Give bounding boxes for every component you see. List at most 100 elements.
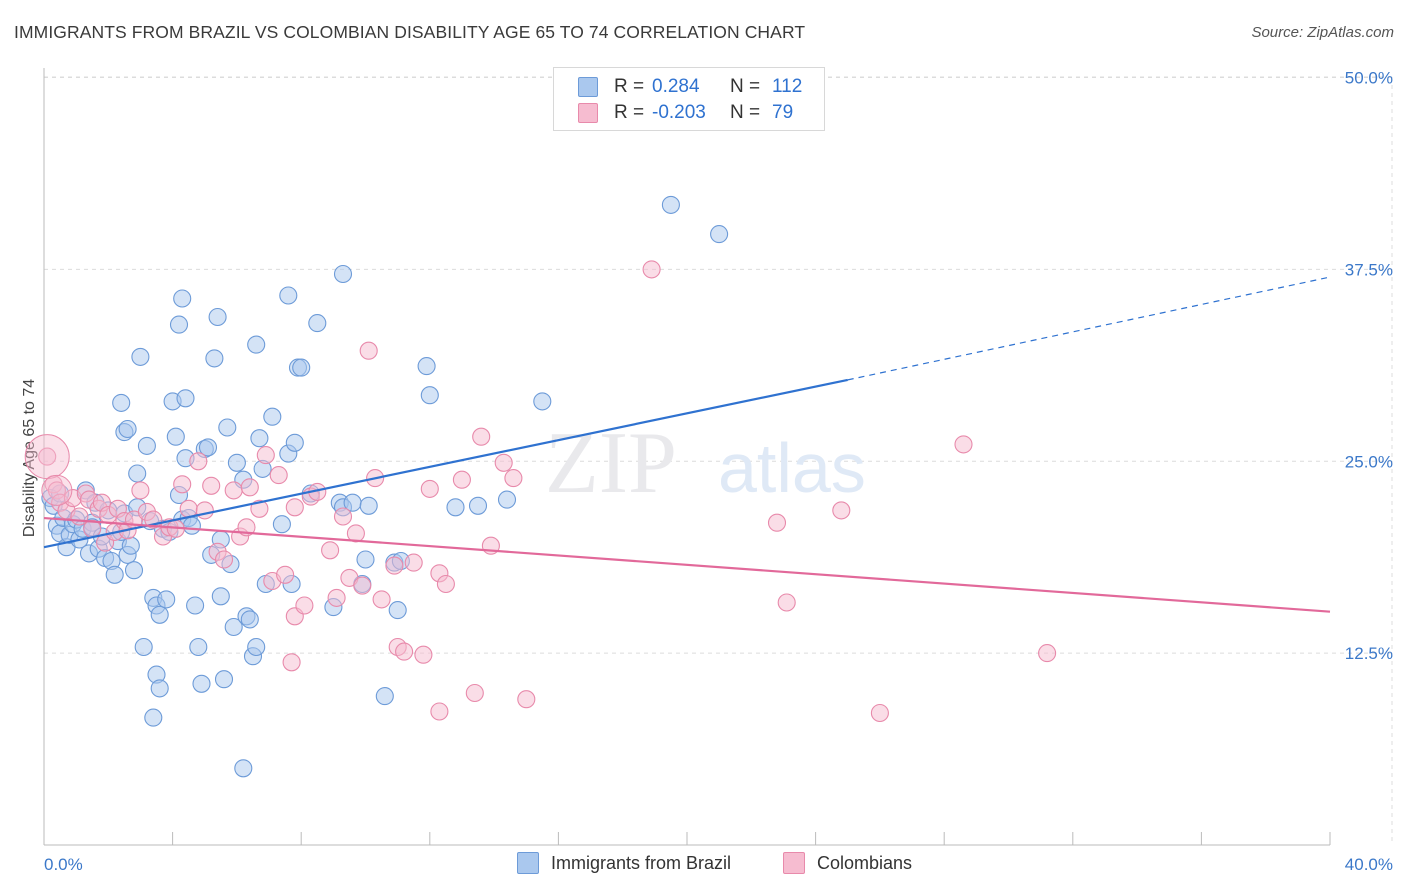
brazil-point (356, 550, 375, 569)
colombian-point (420, 479, 439, 498)
colombian-point (250, 499, 269, 518)
chart-title: IMMIGRANTS FROM BRAZIL VS COLOMBIAN DISA… (14, 22, 806, 42)
brazil-point (375, 687, 394, 706)
colombian-point (327, 588, 346, 607)
colombian-point (256, 446, 275, 465)
colombian-point (321, 541, 340, 560)
brazil-point (446, 498, 465, 517)
colombian-point (777, 593, 796, 612)
r-value: -0.203 (652, 102, 706, 123)
colombian-point (404, 553, 423, 572)
colombian-point (385, 556, 404, 575)
brazil-point (661, 195, 680, 214)
brazil-point (417, 357, 436, 376)
colombian-point (70, 507, 89, 526)
r-value: 0.284 (652, 76, 700, 97)
watermark-zip: ZIP (545, 415, 677, 512)
series-legend: Immigrants from Brazil Colombians (0, 852, 1406, 878)
brazil-point (182, 516, 201, 535)
colombian-point (295, 596, 314, 615)
colombian-point (436, 574, 455, 594)
brazil-point (214, 670, 234, 689)
colombian-point (870, 703, 889, 723)
colombian-point (285, 498, 304, 517)
brazil-point (150, 605, 169, 624)
colombian-point (1038, 644, 1057, 663)
brazil-point (112, 393, 131, 412)
colombian-point (353, 576, 372, 595)
y-tick-label: 25.0% (1345, 452, 1393, 471)
brazil-point (166, 427, 185, 446)
brazil-point (234, 759, 253, 778)
colombian-point (504, 469, 523, 488)
brazil-point (272, 515, 291, 534)
watermark: ZIP atlas (545, 415, 866, 512)
colombian-point (202, 476, 221, 495)
brazil-point (118, 419, 137, 439)
brazil-point (134, 637, 153, 657)
brazil-point (279, 286, 298, 305)
brazil-legend-swatch (517, 852, 539, 874)
n-label: N = (730, 102, 761, 123)
brazil-point (292, 358, 311, 377)
brazil-point (124, 561, 144, 580)
y-axis-label: Disability Age 65 to 74 (21, 379, 38, 537)
stats-row-brazil: R = 0.284 N = 112 (578, 74, 802, 100)
colombian-legend-swatch (783, 852, 805, 874)
brazil-point (189, 637, 208, 657)
colombian-point (131, 481, 150, 500)
brazil-point (285, 433, 304, 452)
brazil-point (144, 708, 163, 727)
stats-row-colombian: R = -0.203 N = 79 (578, 100, 793, 126)
legend-label-colombian: Colombians (817, 852, 913, 873)
brazil-point (227, 453, 246, 472)
x-tick-labels: 0.0% 40.0% (44, 855, 1393, 874)
n-value: 79 (772, 102, 794, 123)
colombian-point (173, 475, 192, 494)
colombian-point (414, 645, 433, 664)
legend-item-brazil[interactable]: Immigrants from Brazil (517, 852, 731, 874)
colombian-point (189, 452, 208, 471)
brazil-point (205, 349, 224, 368)
legend-item-colombian[interactable]: Colombians (783, 852, 912, 874)
brazil-point (247, 335, 266, 354)
brazil-point (150, 679, 169, 698)
brazil-point (533, 392, 552, 411)
y-tick-label: 12.5% (1345, 644, 1393, 663)
brazil-point (308, 314, 327, 333)
colombian-point (269, 466, 288, 485)
colombian-point (832, 501, 851, 520)
brazil-swatch (578, 77, 598, 97)
brazil-point (176, 389, 195, 408)
brazil-point (121, 536, 140, 555)
brazil-point (224, 617, 243, 637)
brazil-point (198, 438, 218, 457)
colombian-point (472, 427, 491, 446)
colombian-point (240, 478, 259, 497)
brazil-point (131, 347, 150, 366)
brazil-point (169, 315, 189, 334)
colombian-points (24, 260, 1057, 723)
brazil-point (710, 225, 729, 244)
brazil-point (263, 407, 282, 426)
brazil-point (157, 590, 176, 609)
colombian-point (465, 683, 484, 703)
colombian-point (276, 565, 295, 584)
colombian-trend-line (43, 516, 1331, 613)
source-label: Source: ZipAtlas.com (1251, 24, 1394, 41)
colombian-point (372, 590, 391, 609)
n-label: N = (730, 76, 761, 97)
colombian-point (767, 513, 787, 532)
colombian-point (954, 435, 973, 454)
x-tick-label-min: 0.0% (44, 855, 83, 874)
n-value: 112 (772, 76, 803, 97)
colombian-point (517, 690, 536, 709)
y-tick-labels: 12.5% 25.0% 37.5% 50.0% (1345, 69, 1393, 664)
brazil-point (240, 610, 259, 629)
brazil-point (186, 596, 205, 615)
brazil-point (250, 429, 269, 448)
brazil-point (105, 565, 124, 584)
colombian-cluster-point (41, 474, 73, 506)
colombian-point (395, 642, 414, 661)
